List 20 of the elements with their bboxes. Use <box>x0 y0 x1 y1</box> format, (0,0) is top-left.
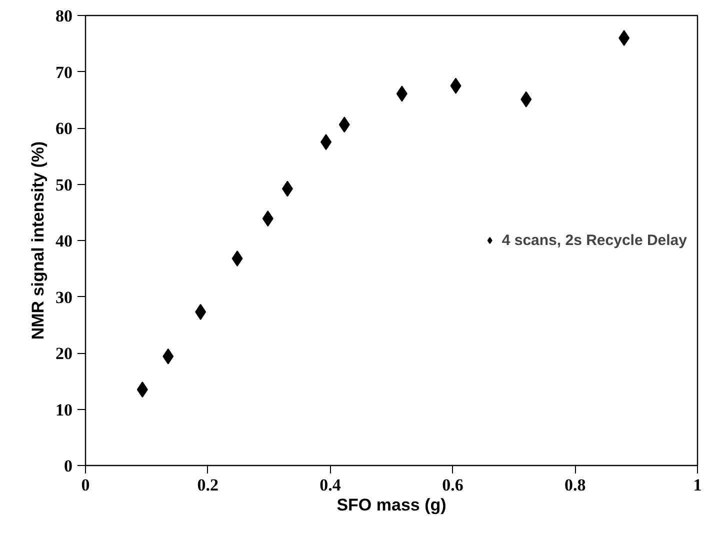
y-tick-label: 50 <box>56 175 72 194</box>
x-tick-label: 0 <box>81 476 90 494</box>
y-tick-label: 70 <box>56 62 72 82</box>
y-tick-label: 20 <box>56 344 72 363</box>
x-tick-label: 0.6 <box>442 476 464 494</box>
x-tick-label: 1 <box>693 476 702 494</box>
y-tick-label: 0 <box>64 456 72 476</box>
y-tick-label: 40 <box>56 232 72 250</box>
y-tick-label: 10 <box>56 400 72 420</box>
x-tick-label: 0.4 <box>320 476 342 494</box>
legend-label: 4 scans, 2s Recycle Delay <box>502 232 687 248</box>
x-axis-title: SFO mass (g) <box>336 496 446 514</box>
y-tick-label: 60 <box>56 119 72 138</box>
y-tick-label: 80 <box>56 6 72 26</box>
x-tick-label: 0.8 <box>564 476 586 494</box>
y-tick-label: 30 <box>56 288 72 307</box>
point <box>232 250 243 266</box>
point <box>618 30 630 46</box>
y-axis-title: NMR signal intensity (%) <box>28 141 48 340</box>
x-tick-label: 0.2 <box>197 476 219 494</box>
